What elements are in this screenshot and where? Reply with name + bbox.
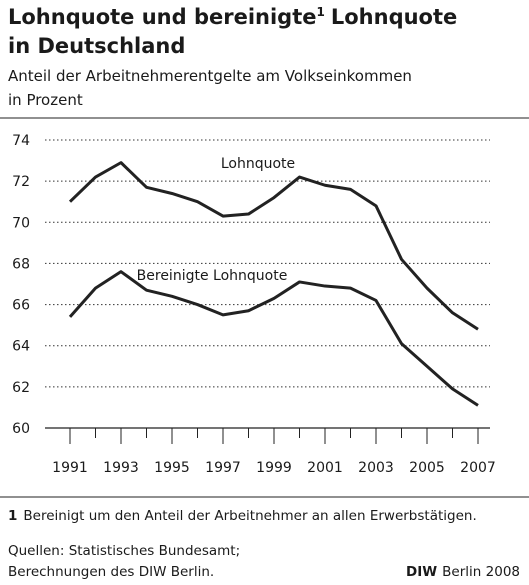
x-tick-label: 2001: [307, 460, 343, 476]
y-tick-label: 66: [12, 298, 30, 314]
footnote: 1 Bereinigt um den Anteil der Arbeitnehme…: [8, 508, 477, 524]
subtitle: Anteil der Arbeitnehmerentgelte am Volks…: [8, 67, 412, 85]
x-tick-label: 1995: [154, 460, 190, 476]
subtitle: in Prozent: [8, 91, 83, 109]
chart-title: in Deutschland: [8, 34, 185, 58]
credit-bold: DIW: [406, 564, 437, 580]
x-tick-label: 1991: [52, 460, 88, 476]
chart-title: Lohnquote und bereinigte1 Lohnquote: [8, 5, 457, 29]
line: [68, 161, 479, 331]
y-tick-label: 62: [12, 380, 30, 396]
y-tick-label: 72: [12, 174, 30, 190]
title-part: Lohnquote und bereinigte: [8, 5, 317, 29]
y-tick-label: 64: [12, 339, 30, 355]
y-tick-label: 60: [12, 421, 30, 437]
y-tick-label: 74: [12, 133, 30, 149]
series-label: Bereinigte Lohnquote: [137, 268, 288, 284]
x-tick-label: 1997: [205, 460, 241, 476]
footnote-text: Bereinigt um den Anteil der Arbeitnehmer…: [23, 508, 476, 524]
y-tick-label: 68: [12, 256, 30, 272]
x-tick-label: 2003: [358, 460, 394, 476]
y-tick-label: 70: [12, 215, 30, 231]
sources: Berechnungen des DIW Berlin.: [8, 564, 214, 580]
credit: DIW Berlin 2008: [406, 564, 520, 580]
series-label: Lohnquote: [221, 156, 295, 172]
credit-text: Berlin 2008: [442, 564, 520, 580]
x-tick-label: 2007: [460, 460, 496, 476]
title-part: Lohnquote: [331, 5, 457, 29]
line: [68, 270, 479, 407]
footnote-marker: 1: [8, 508, 17, 524]
x-tick-label: 1993: [103, 460, 139, 476]
x-tick-label: 1999: [256, 460, 292, 476]
sources: Quellen: Statistisches Bundesamt;: [8, 543, 240, 559]
x-tick-label: 2005: [409, 460, 445, 476]
title-marker: 1: [317, 5, 325, 19]
